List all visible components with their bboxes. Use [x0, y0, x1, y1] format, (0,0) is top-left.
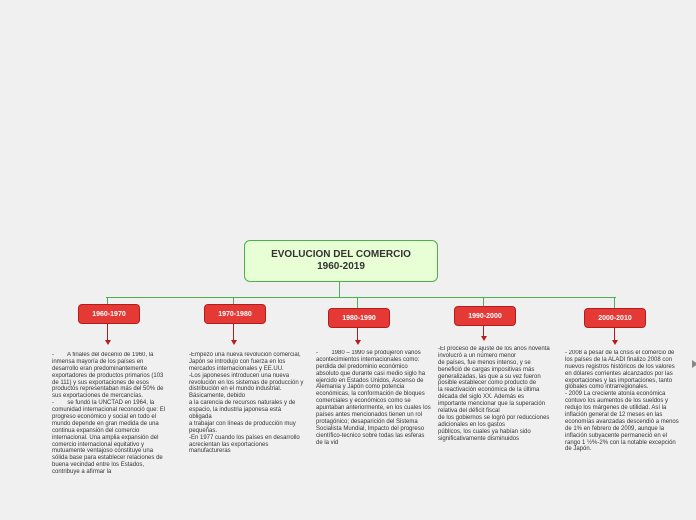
era-label: 1960-1970	[92, 311, 125, 318]
arrowhead-1	[105, 340, 111, 345]
v-era2	[233, 297, 234, 304]
arrowhead-5	[612, 340, 618, 345]
title-line2: 1960-2019	[245, 261, 437, 273]
arrow-2	[233, 323, 234, 341]
era-box-1960-1970[interactable]: 1960-1970	[78, 304, 140, 324]
era-box-1970-1980[interactable]: 1970-1980	[204, 304, 266, 324]
content-1970-1980: -Empezó una nueva revolución comercial, …	[189, 352, 305, 520]
era-label: 1990-2000	[468, 313, 501, 320]
v-era1	[107, 297, 108, 304]
era-box-1990-2000[interactable]: 1990-2000	[454, 306, 516, 326]
connector-hline	[106, 297, 616, 298]
arrowhead-4	[481, 336, 487, 341]
arrow-3	[357, 327, 358, 341]
arrow-1	[107, 323, 108, 341]
timeline-continue-arrow	[692, 360, 696, 368]
era-label: 1980-1990	[342, 315, 375, 322]
content-1980-1990: - 1980 – 1990 se produjeron varios acont…	[316, 350, 432, 520]
content-2000-2010: - 2008 a pesar de la crisis el comercio …	[565, 350, 681, 520]
era-box-1980-1990[interactable]: 1980-1990	[328, 308, 390, 328]
arrowhead-3	[355, 340, 361, 345]
content-1990-2000: -El proceso de ajuste de los años novent…	[438, 346, 554, 520]
title-to-hline	[339, 280, 340, 297]
content-1960-1970: - A finales del decenio de 1960, la inme…	[52, 352, 168, 520]
title-box: EVOLUCION DEL COMERCIO 1960-2019	[244, 240, 438, 282]
era-label: 1970-1980	[218, 311, 251, 318]
era-box-2000-2010[interactable]: 2000-2010	[584, 308, 646, 328]
v-era5	[614, 297, 615, 308]
arrowhead-2	[231, 340, 237, 345]
v-era4	[483, 297, 484, 306]
era-label: 2000-2010	[598, 315, 631, 322]
title-line1: EVOLUCION DEL COMERCIO	[245, 249, 437, 261]
arrow-5	[614, 327, 615, 341]
v-era3	[357, 297, 358, 308]
